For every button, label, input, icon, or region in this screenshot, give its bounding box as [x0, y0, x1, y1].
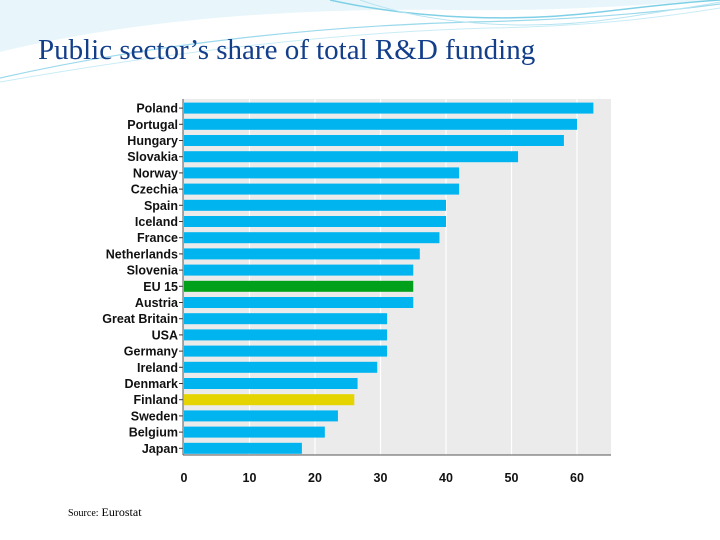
category-label: Japan — [142, 442, 178, 456]
x-tick-label: 30 — [374, 471, 388, 485]
bar-great-britain — [184, 313, 388, 325]
bar-hungary — [184, 135, 564, 146]
x-tick-label: 40 — [439, 471, 453, 485]
bar-france — [184, 232, 440, 244]
source-note: Source: Eurostat — [68, 505, 142, 520]
category-label: Slovakia — [127, 150, 179, 164]
category-label: Hungary — [127, 134, 178, 148]
bar-ireland — [184, 361, 378, 373]
category-label: France — [137, 231, 178, 245]
header-wave-decoration — [0, 0, 720, 83]
page-title: Public sector’s share of total R&D fundi… — [38, 34, 536, 66]
category-label: Belgium — [129, 426, 178, 440]
bar-finland — [184, 394, 355, 406]
category-label: Slovenia — [127, 264, 179, 278]
category-label: Germany — [124, 345, 178, 359]
bar-slovakia — [184, 151, 519, 163]
category-label: Portugal — [127, 118, 178, 132]
x-tick-label: 60 — [570, 471, 584, 485]
category-label: Spain — [144, 199, 178, 213]
category-label: Ireland — [137, 361, 178, 375]
bar-slovenia — [184, 264, 414, 276]
bar-sweden — [184, 410, 338, 422]
bar-usa — [184, 329, 388, 341]
category-label: Sweden — [131, 409, 178, 423]
x-tick-label: 20 — [308, 471, 322, 485]
category-label: Netherlands — [106, 247, 178, 261]
bar-eu-15 — [184, 280, 414, 292]
bar-netherlands — [184, 248, 420, 260]
category-label: USA — [152, 328, 178, 342]
category-label: Denmark — [125, 377, 179, 391]
category-label: Czechia — [131, 183, 179, 197]
x-tick-label: 0 — [181, 471, 188, 485]
bar-iceland — [184, 216, 446, 227]
category-label: EU 15 — [143, 280, 178, 294]
bar-portugal — [184, 118, 577, 130]
x-tick-label: 10 — [243, 471, 257, 485]
bar-japan — [184, 442, 302, 454]
bar-austria — [184, 297, 414, 308]
bar-spain — [184, 199, 446, 211]
source-name: Eurostat — [101, 505, 142, 519]
bar-germany — [184, 345, 388, 357]
x-tick-label: 50 — [505, 471, 519, 485]
bar-belgium — [184, 426, 325, 438]
category-label: Finland — [134, 393, 178, 407]
category-label: Great Britain — [102, 312, 178, 326]
bar-denmark — [184, 378, 358, 389]
category-label: Poland — [136, 102, 178, 116]
source-prefix: Source: — [68, 508, 99, 519]
category-label: Iceland — [135, 215, 178, 229]
bar-poland — [184, 102, 594, 114]
category-label: Norway — [133, 166, 178, 180]
bar-czechia — [184, 183, 460, 195]
category-label: Austria — [135, 296, 179, 310]
bar-norway — [184, 167, 460, 179]
